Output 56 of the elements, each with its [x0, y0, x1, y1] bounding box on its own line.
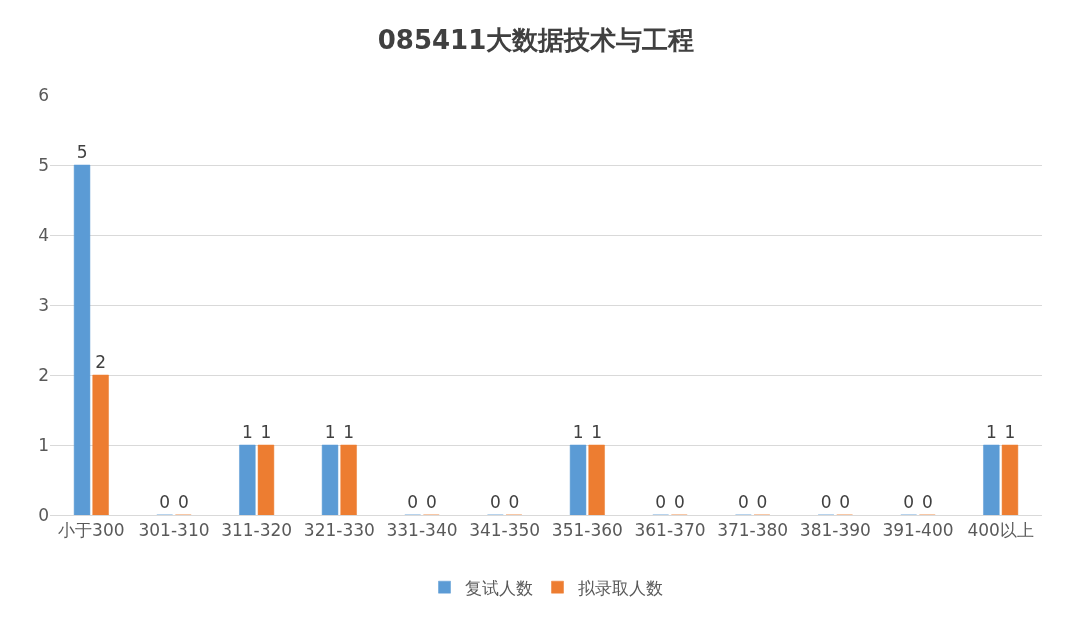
- bar: [569, 444, 587, 515]
- bar: [239, 444, 256, 515]
- data-label: 0: [407, 492, 419, 512]
- bar: [73, 164, 91, 515]
- x-tick-label: 321-330: [303, 520, 375, 541]
- data-label: 0: [425, 492, 437, 512]
- x-tick-label: 391-400: [882, 520, 954, 541]
- data-label: 1: [1004, 422, 1016, 442]
- x-tick-label: 361-370: [634, 520, 706, 541]
- data-label: 0: [159, 492, 171, 512]
- data-label: 0: [737, 492, 749, 512]
- data-label: 0: [903, 492, 915, 512]
- legend-label: 复试人数: [464, 577, 533, 598]
- legend-label: 拟录取人数: [577, 577, 663, 598]
- bar: [588, 444, 605, 515]
- data-label: 5: [76, 142, 88, 162]
- y-tick-label: 4: [38, 224, 49, 245]
- data-label: 0: [839, 492, 851, 512]
- bar: [257, 444, 275, 515]
- x-tick-label: 400以上: [967, 520, 1034, 541]
- data-label: 0: [655, 492, 667, 512]
- data-label: 0: [820, 492, 832, 512]
- data-label: 0: [177, 492, 189, 512]
- y-tick-label: 0: [38, 504, 49, 525]
- data-label: 0: [489, 492, 501, 512]
- data-label: 2: [95, 352, 107, 372]
- data-label: 1: [343, 422, 355, 442]
- bar: [340, 444, 357, 515]
- data-label: 1: [572, 422, 584, 442]
- x-tick-label: 371-380: [717, 520, 789, 541]
- y-tick-label: 3: [38, 294, 49, 315]
- data-label: 0: [921, 492, 933, 512]
- data-label: 0: [756, 492, 768, 512]
- bar: [1001, 444, 1019, 515]
- x-tick-label: 341-350: [469, 520, 541, 541]
- y-tick-label: 6: [38, 84, 49, 105]
- y-tick-label: 1: [38, 434, 49, 455]
- data-label: 0: [508, 492, 520, 512]
- x-tick-label: 331-340: [386, 520, 458, 541]
- y-tick-label: 2: [38, 364, 49, 385]
- bar: [321, 444, 339, 515]
- data-label: 1: [324, 422, 336, 442]
- x-tick-label: 311-320: [221, 520, 293, 541]
- x-tick-label: 301-310: [138, 520, 210, 541]
- data-label: 0: [673, 492, 685, 512]
- x-tick-label: 381-390: [799, 520, 871, 541]
- x-tick-label: 351-360: [551, 520, 623, 541]
- bar: [983, 444, 1000, 515]
- data-label: 1: [241, 422, 253, 442]
- data-label: 1: [260, 422, 272, 442]
- y-tick-label: 5: [38, 154, 49, 175]
- bar: [92, 374, 109, 515]
- data-label: 1: [591, 422, 603, 442]
- x-tick-label: 小于300: [58, 520, 125, 541]
- data-label: 1: [985, 422, 997, 442]
- chart-title: 085411大数据技术与工程: [377, 25, 695, 56]
